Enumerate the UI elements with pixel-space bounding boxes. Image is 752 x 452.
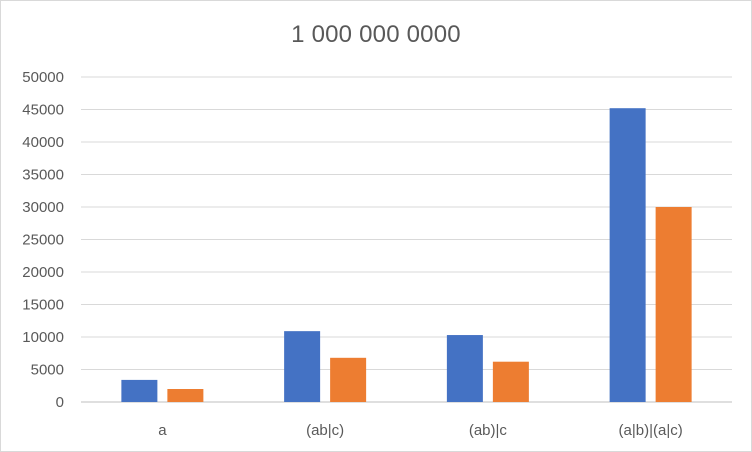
bar-series-1 xyxy=(121,379,158,402)
y-tick-label: 0 xyxy=(56,394,64,411)
y-tick-label: 10000 xyxy=(22,329,64,346)
y-tick-label: 30000 xyxy=(22,199,64,216)
x-tick-label: (ab)|c xyxy=(469,422,508,439)
bar-series-2 xyxy=(330,357,367,402)
y-tick-label: 20000 xyxy=(22,264,64,281)
bar-series-1 xyxy=(446,335,483,402)
x-tick-label: a xyxy=(158,422,167,439)
bar-series-1 xyxy=(284,331,321,402)
bar-series-2 xyxy=(492,361,529,402)
bar-series-2 xyxy=(167,389,204,402)
x-tick-label: (ab|c) xyxy=(306,422,344,439)
y-tick-label: 15000 xyxy=(22,297,64,314)
x-tick-label: (a|b)|(a|c) xyxy=(619,422,683,439)
y-tick-label: 45000 xyxy=(22,102,64,119)
y-tick-label: 5000 xyxy=(31,362,64,379)
chart-title: 1 000 000 0000 xyxy=(291,21,461,48)
y-tick-label: 25000 xyxy=(22,232,64,249)
bar-series-1 xyxy=(609,108,646,402)
y-tick-label: 35000 xyxy=(22,167,64,184)
y-tick-label: 50000 xyxy=(22,69,64,86)
bar-series-2 xyxy=(655,207,692,402)
y-tick-label: 40000 xyxy=(22,134,64,151)
